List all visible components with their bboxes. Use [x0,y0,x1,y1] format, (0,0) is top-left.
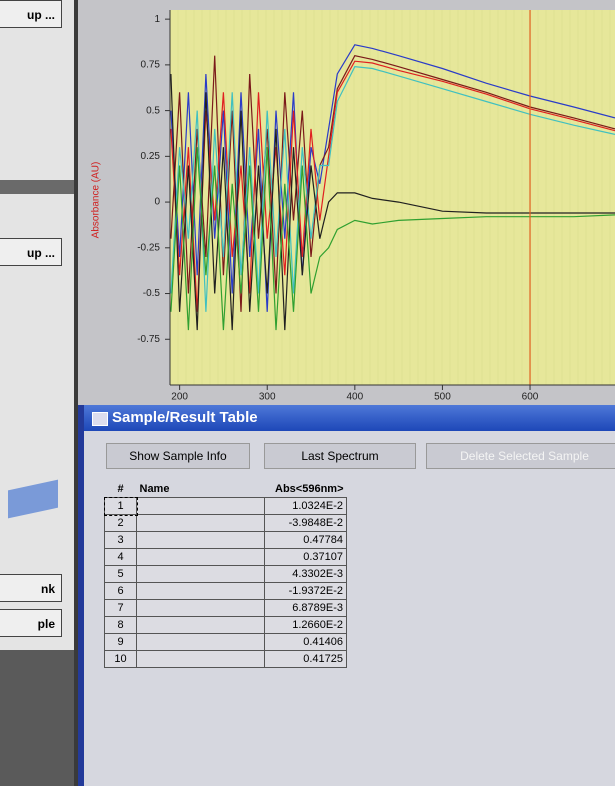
table-row[interactable]: 1 1.0324E-2 [103,496,347,516]
table-cell [136,599,265,617]
spectrum-line [170,60,615,312]
table-cell: 0.41406 [264,633,347,651]
table-cell: 0.41725 [264,650,347,668]
table-row[interactable]: 7 6.8789E-3 [104,599,347,617]
table-cell [136,633,265,651]
table-cell: 2 [104,514,137,532]
table-row[interactable]: 6 -1.9372E-2 [104,582,347,600]
table-cell: 0.47784 [264,531,347,549]
table-cell [136,531,265,549]
table-cell [136,616,265,634]
column-header: # [117,483,124,495]
table-cell: 9 [104,633,137,651]
button[interactable]: Show Sample Info [106,443,250,469]
y-tick-label: 1 [154,14,160,25]
table-cell [136,514,265,532]
pane-title: Sample/Result Table [84,405,615,431]
left-panel: up ... up ... nk ple [0,0,74,786]
button[interactable]: up ... [0,238,62,266]
table-cell: -1.9372E-2 [264,582,347,600]
table-row[interactable]: 5 4.3302E-3 [104,565,347,583]
column-header: Abs<596nm> [275,483,344,495]
table-cell: 10 [104,650,137,668]
button[interactable]: up ... [0,0,62,28]
table-cell: 6.8789E-3 [264,599,347,617]
divider [0,180,74,194]
x-tick-label: 600 [522,392,539,403]
y-tick-label: 0.5 [146,105,160,116]
table-cell [136,497,265,515]
spectrum-line [170,55,615,312]
x-tick-label: 300 [259,392,276,403]
y-tick-label: -0.75 [137,334,160,345]
table-cell: 5 [104,565,137,583]
button[interactable]: nk [0,574,62,602]
table-cell: 3 [104,531,137,549]
x-tick-label: 500 [434,392,451,403]
y-axis-label: Absorbance (AU) [91,162,102,239]
y-tick-label: 0.25 [141,151,161,162]
table-cell [136,565,265,583]
table-cell: 1 [103,496,138,516]
y-tick-label: 0 [154,197,160,208]
table-cell: 1.0324E-2 [264,497,347,515]
sample-pane: Sample/Result Table Show Sample Info Las… [78,405,615,786]
table-cell: 1.2660E-2 [264,616,347,634]
dark-area [0,650,74,786]
table-cell [136,650,265,668]
table-row[interactable]: 4 0.37107 [104,548,347,566]
y-tick-label: -0.5 [143,288,161,299]
button: Delete Selected Sample [426,443,615,469]
table-row[interactable]: 9 0.41406 [104,633,347,651]
table-cell: 0.37107 [264,548,347,566]
table-cell [136,548,265,566]
y-tick-label: -0.25 [137,242,160,253]
table-cell: 8 [104,616,137,634]
table-row[interactable]: 2 -3.9848E-2 [104,514,347,532]
spectrum-line [170,73,615,331]
x-tick-label: 400 [346,392,363,403]
x-tick-label: 200 [171,392,188,403]
table-cell: -3.9848E-2 [264,514,347,532]
table-cell [136,582,265,600]
table-cell: 4 [104,548,137,566]
button[interactable]: ple [0,609,62,637]
table-cell: 7 [104,599,137,617]
table-row[interactable]: 10 0.41725 [104,650,347,668]
column-header: Name [139,483,170,495]
icon [8,479,58,519]
chart: Absorbance (AU) 1 0.75 0.5 0.25 0 -0.25 -0.5 -0… [78,0,615,405]
result-table: # Name Abs<596nm> 1 1.0324E-2 2 -3.9848E-2 3… [103,481,347,668]
table-cell: 4.3302E-3 [264,565,347,583]
table-cell: 6 [104,582,137,600]
spectrum-line [170,147,615,331]
table-row[interactable]: 8 1.2660E-2 [104,616,347,634]
y-tick-label: 0.75 [141,60,161,71]
button[interactable]: Last Spectrum [264,443,416,469]
table-row[interactable]: 3 0.47784 [104,531,347,549]
